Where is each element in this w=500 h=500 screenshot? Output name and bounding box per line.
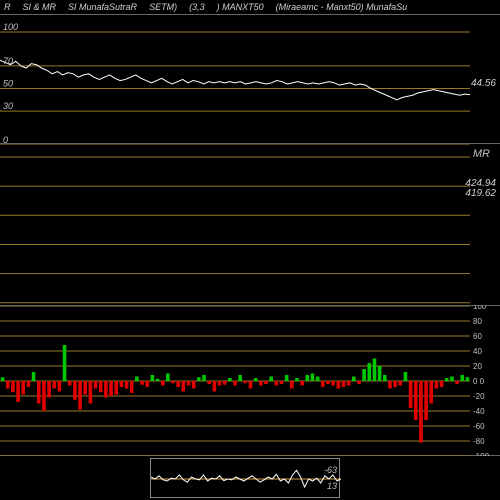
histogram-panel: 100 80 60 40 20 0 0 -20 -40 -60 -80 -100 (0, 306, 500, 456)
svg-text:30: 30 (3, 101, 13, 111)
mini-panel: -63 13 (150, 458, 340, 498)
svg-text:-60: -60 (473, 422, 485, 431)
svg-text:50: 50 (3, 78, 13, 88)
rsi-last-value: 44.56 (471, 78, 496, 89)
rsi-panel: 0305070100 44.56 (0, 14, 500, 144)
hdr-6: (Miraeamc - Manxt50) MunafaSu (276, 2, 408, 12)
svg-text:-40: -40 (473, 407, 485, 416)
svg-text:20: 20 (473, 362, 482, 371)
hdr-4: (3,3 (189, 2, 205, 12)
price-chart (0, 144, 500, 306)
price-val2: 419.62 (465, 188, 496, 199)
price-panel: MR 424.94 419.62 (0, 144, 500, 306)
mini-chart (151, 459, 341, 499)
svg-text:60: 60 (473, 332, 482, 341)
mini-l2: 13 (327, 481, 337, 491)
chart-header: R SI & MR SI MunafaSutraR SETM) (3,3 ) M… (0, 0, 500, 14)
hdr-5: ) MANXT50 (217, 2, 264, 12)
rsi-chart: 0305070100 (0, 15, 500, 145)
hdr-3: SETM) (149, 2, 177, 12)
histogram-chart: 100 80 60 40 20 0 0 -20 -40 -60 -80 -100 (0, 306, 500, 456)
svg-text:-20: -20 (473, 392, 485, 401)
mr-label: MR (473, 148, 490, 160)
hdr-1: SI & MR (23, 2, 57, 12)
hdr-2: SI MunafaSutraR (68, 2, 137, 12)
svg-text:-80: -80 (473, 437, 485, 446)
svg-text:-100: -100 (473, 452, 490, 456)
hdr-0: R (4, 2, 11, 12)
svg-text:100: 100 (473, 306, 487, 311)
svg-text:100: 100 (3, 22, 18, 32)
svg-text:0 0: 0 0 (473, 377, 485, 386)
svg-text:40: 40 (473, 347, 482, 356)
svg-text:80: 80 (473, 317, 482, 326)
mini-l1: -63 (324, 465, 337, 475)
